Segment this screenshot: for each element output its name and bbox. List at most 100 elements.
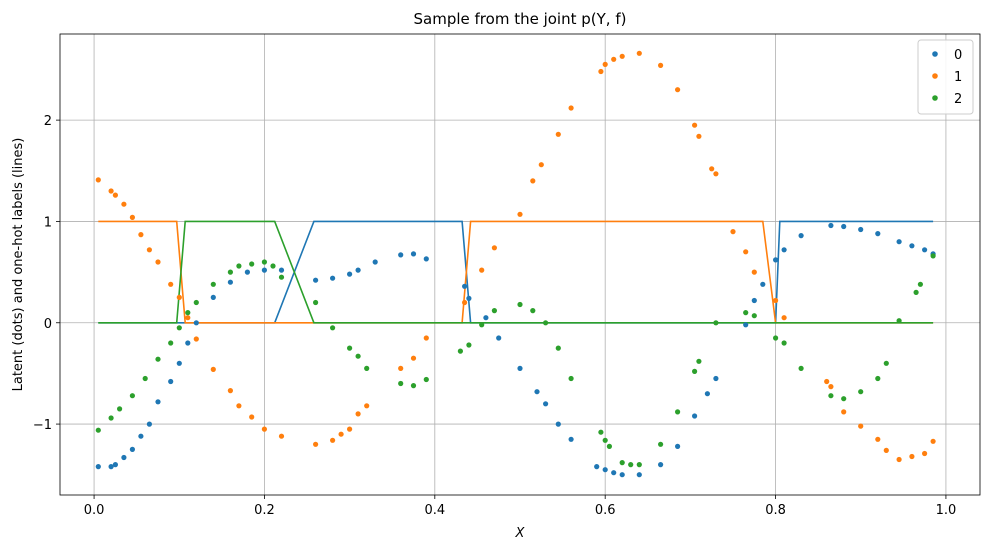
point-2 — [236, 263, 242, 269]
point-1 — [313, 441, 319, 447]
point-1 — [896, 456, 902, 463]
point-0 — [909, 243, 915, 249]
point-0 — [129, 446, 135, 452]
point-1 — [330, 437, 336, 443]
point-0 — [355, 267, 361, 273]
label-line-2 — [98, 220, 934, 324]
point-2 — [142, 375, 148, 382]
point-1 — [636, 50, 642, 56]
point-0 — [798, 233, 804, 239]
point-0 — [658, 462, 664, 468]
point-2 — [841, 396, 847, 402]
point-2 — [193, 299, 199, 306]
y-tick-label: 1 — [44, 215, 52, 230]
point-2 — [743, 310, 749, 316]
point-1 — [555, 131, 561, 137]
point-1 — [491, 245, 497, 251]
point-0 — [611, 470, 617, 476]
point-0 — [568, 436, 574, 442]
point-1 — [236, 403, 242, 409]
point-2 — [176, 325, 182, 331]
point-2 — [875, 375, 881, 382]
point-0 — [781, 247, 787, 253]
point-0 — [743, 322, 749, 328]
point-1 — [112, 192, 118, 198]
point-0 — [193, 320, 199, 326]
y-tick-label: 2 — [44, 114, 52, 129]
point-0 — [466, 295, 472, 301]
point-0 — [278, 267, 285, 273]
point-0 — [760, 281, 766, 287]
point-0 — [244, 269, 250, 275]
point-1 — [538, 162, 544, 168]
point-0 — [138, 433, 144, 439]
point-1 — [338, 431, 344, 437]
point-1 — [121, 201, 127, 207]
point-0 — [543, 401, 549, 407]
point-0 — [330, 275, 336, 281]
point-0 — [146, 421, 152, 427]
point-1 — [423, 335, 429, 341]
point-1 — [709, 166, 715, 172]
point-0 — [858, 226, 864, 233]
point-1 — [155, 259, 161, 265]
legend-marker-0 — [932, 51, 938, 57]
point-2 — [129, 393, 135, 399]
point-2 — [185, 310, 191, 316]
x-tick-label: 0.2 — [254, 503, 275, 518]
point-1 — [185, 315, 191, 321]
point-0 — [594, 464, 600, 470]
point-2 — [930, 253, 936, 259]
legend-marker-2 — [932, 95, 938, 101]
point-0 — [619, 472, 625, 478]
point-1 — [658, 62, 664, 68]
point-0 — [462, 283, 468, 289]
point-1 — [364, 403, 370, 409]
y-tick-label: 0 — [44, 317, 52, 332]
legend-box — [917, 39, 974, 115]
point-2 — [751, 313, 757, 319]
x-tick-label: 0.6 — [595, 503, 616, 518]
point-0 — [692, 413, 698, 419]
point-1 — [95, 177, 101, 183]
point-0 — [555, 421, 561, 427]
point-2 — [479, 322, 485, 328]
point-0 — [496, 335, 502, 341]
point-1 — [108, 188, 114, 194]
point-0 — [922, 247, 928, 253]
point-0 — [773, 257, 779, 263]
point-1 — [611, 56, 617, 62]
point-1 — [619, 53, 625, 59]
point-2 — [423, 376, 429, 383]
point-2 — [491, 308, 497, 314]
x-tick-label: 0.4 — [424, 503, 445, 518]
point-1 — [347, 426, 353, 432]
point-2 — [261, 259, 267, 265]
point-0 — [95, 464, 101, 470]
point-1 — [598, 68, 604, 75]
point-1 — [713, 171, 719, 177]
point-0 — [534, 389, 540, 395]
point-2 — [210, 281, 216, 287]
point-0 — [751, 297, 757, 304]
point-2 — [108, 415, 114, 421]
legend-marker-1 — [932, 73, 938, 79]
point-1 — [875, 436, 881, 442]
point-1 — [530, 178, 536, 184]
point-0 — [398, 252, 404, 258]
point-2 — [270, 263, 276, 269]
point-1 — [781, 315, 787, 321]
point-1 — [278, 433, 285, 439]
point-2 — [410, 383, 417, 389]
point-0 — [347, 271, 353, 277]
point-1 — [462, 299, 468, 306]
point-1 — [146, 247, 152, 253]
point-1 — [210, 366, 216, 372]
point-1 — [249, 414, 255, 420]
point-2 — [675, 409, 681, 415]
point-0 — [875, 231, 881, 237]
point-1 — [751, 269, 757, 275]
point-0 — [168, 378, 174, 385]
point-2 — [466, 342, 472, 348]
point-0 — [704, 391, 711, 397]
